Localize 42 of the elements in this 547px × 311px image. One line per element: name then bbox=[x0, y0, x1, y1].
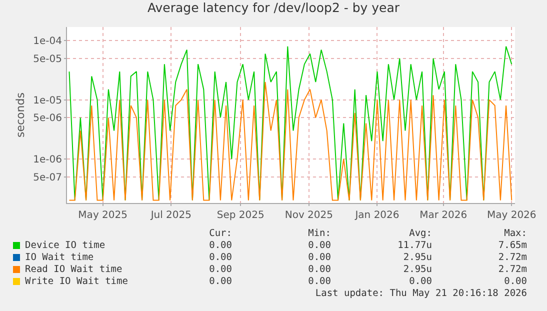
x-tick-label: Mar 2026 bbox=[420, 210, 468, 221]
text: 2.95u bbox=[403, 252, 432, 263]
text: 0.00 bbox=[308, 240, 331, 251]
text: 0.00 bbox=[308, 276, 331, 287]
text: 0.00 bbox=[504, 276, 527, 287]
x-tick-label: Nov 2025 bbox=[284, 210, 333, 221]
text: 2.95u bbox=[403, 264, 432, 275]
text: Max: bbox=[504, 228, 527, 239]
text: 0.00 bbox=[209, 240, 232, 251]
text: 0.00 bbox=[209, 276, 232, 287]
legend-label: Read IO Wait time bbox=[25, 264, 122, 275]
x-tick-label: Jul 2025 bbox=[150, 210, 192, 221]
text: Min: bbox=[308, 228, 331, 239]
text: 0.00 bbox=[308, 252, 331, 263]
text: 0.00 bbox=[409, 276, 432, 287]
legend-label: Device IO time bbox=[25, 240, 106, 251]
line-series bbox=[68, 46, 512, 201]
chart-title: Average latency for /dev/loop2 - by year bbox=[147, 0, 400, 16]
x-tick-label: Sep 2025 bbox=[216, 210, 264, 221]
text: 11.77u bbox=[398, 240, 432, 251]
text: Cur: bbox=[209, 228, 232, 239]
text: 0.00 bbox=[308, 264, 331, 275]
x-tick-label: May 2025 bbox=[78, 210, 128, 221]
text: 7.65m bbox=[498, 240, 527, 251]
y-axis-title: seconds bbox=[14, 92, 27, 138]
text: 2.72m bbox=[498, 252, 527, 263]
text: 0.00 bbox=[209, 264, 232, 275]
x-tick-label: May 2026 bbox=[486, 210, 536, 221]
y-tick-label: 1e-04 bbox=[33, 36, 62, 48]
line-series bbox=[68, 81, 512, 201]
legend-label: IO Wait time bbox=[25, 252, 94, 263]
text: 0.00 bbox=[209, 252, 232, 263]
legend-label: Write IO Wait time bbox=[25, 276, 128, 287]
y-tick-label: 5e-05 bbox=[33, 54, 62, 65]
text: 2.72m bbox=[498, 264, 527, 275]
y-tick-label: 1e-05 bbox=[33, 95, 62, 106]
y-tick-label: 5e-07 bbox=[33, 172, 62, 184]
x-tick-label: Jan 2026 bbox=[354, 210, 400, 221]
y-tick-label: 1e-06 bbox=[33, 154, 62, 166]
text: Avg: bbox=[409, 228, 432, 239]
y-tick-label: 5e-06 bbox=[33, 113, 62, 124]
text: Last update: Thu May 21 20:16:18 2026 bbox=[315, 288, 527, 299]
